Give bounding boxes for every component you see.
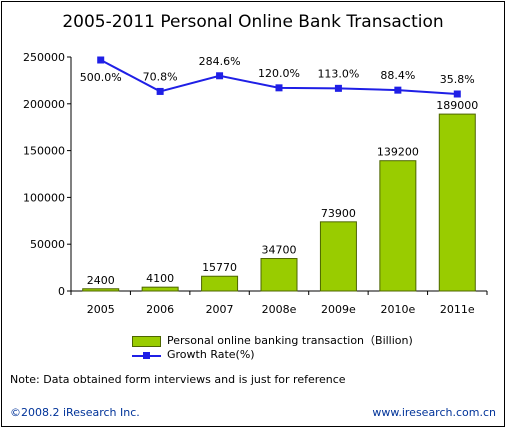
line-point xyxy=(156,87,164,95)
bar-data-label: 73900 xyxy=(321,207,356,220)
line-data-label: 500.0% xyxy=(80,71,122,84)
copyright-text: ©2008.2 iResearch Inc. xyxy=(10,406,140,419)
x-tick-label: 2010e xyxy=(380,303,415,316)
y-tick-label: 200000 xyxy=(23,98,65,111)
growth-line-series: 500.0% 70.8% 284.6% 120.0% 113.0% 88.4% 35.8% xyxy=(80,55,475,98)
chart-title: 2005-2011 Personal Online Bank Transacti… xyxy=(62,12,444,32)
bar xyxy=(379,160,417,292)
bar xyxy=(438,113,476,292)
line-data-label: 35.8% xyxy=(440,73,475,86)
line-data-label: 284.6% xyxy=(199,55,241,68)
line-point xyxy=(275,84,283,92)
bar xyxy=(201,275,239,292)
bar-series: 2400 4100 15770 34700 73900 139200 189000 xyxy=(82,99,478,292)
bar-data-label: 4100 xyxy=(146,272,174,285)
footnote: Note: Data obtained form interviews and … xyxy=(10,373,346,386)
chart-legend: Personal online banking transaction（Bill… xyxy=(132,334,413,362)
line-point xyxy=(216,72,224,80)
bar xyxy=(82,288,120,292)
legend-item-bars: Personal online banking transaction（Bill… xyxy=(132,334,413,348)
x-tick-label: 2005 xyxy=(87,303,115,316)
bar-data-label: 34700 xyxy=(262,244,297,257)
x-tick-label: 2009e xyxy=(321,303,356,316)
bar xyxy=(141,286,179,292)
bar-data-label: 2400 xyxy=(87,274,115,287)
line-data-label: 120.0% xyxy=(258,67,300,80)
legend-swatch-line xyxy=(132,351,161,360)
y-tick-label: 0 xyxy=(58,285,65,298)
x-tick-label: 2007 xyxy=(206,303,234,316)
legend-label-line: Growth Rate(%) xyxy=(167,348,255,361)
line-data-label: 113.0% xyxy=(317,67,359,80)
bar-data-label: 189000 xyxy=(436,99,478,112)
legend-swatch-bar xyxy=(132,335,161,347)
line-point xyxy=(97,56,105,64)
legend-label-bars: Personal online banking transaction（Bill… xyxy=(167,334,413,347)
bar-data-label: 139200 xyxy=(377,146,419,159)
line-point xyxy=(334,84,342,92)
line-point xyxy=(394,86,402,94)
x-tick-label: 2008e xyxy=(262,303,297,316)
bar xyxy=(319,221,357,292)
x-tick-label: 2006 xyxy=(146,303,174,316)
bar-line-chart: 0 50000 100000 150000 200000 250000 2005 2006 20… xyxy=(23,51,488,316)
y-tick-label: 250000 xyxy=(23,51,65,64)
chart-axes: 0 50000 100000 150000 200000 250000 2005 2006 20… xyxy=(23,51,488,316)
website-link[interactable]: www.iresearch.com.cn xyxy=(372,406,496,419)
y-tick-label: 100000 xyxy=(23,191,65,204)
line-data-label: 88.4% xyxy=(380,69,415,82)
line-data-label: 70.8% xyxy=(143,70,178,83)
line-point xyxy=(453,90,461,98)
x-tick-label: 2011e xyxy=(440,303,475,316)
y-tick-label: 50000 xyxy=(30,238,65,251)
bar xyxy=(260,258,298,292)
bar-data-label: 15770 xyxy=(202,261,237,274)
y-tick-label: 150000 xyxy=(23,145,65,158)
legend-item-line: Growth Rate(%) xyxy=(132,348,413,362)
